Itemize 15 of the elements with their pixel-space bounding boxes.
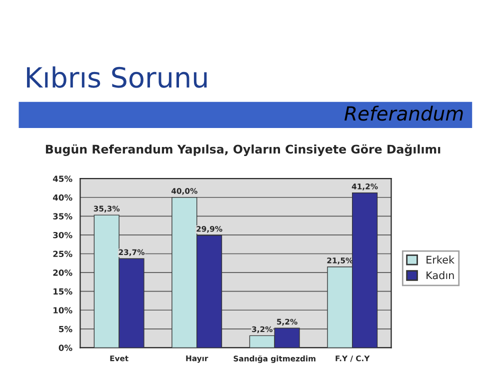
y-tick-label: 10% [54, 307, 72, 314]
text: Referandum [344, 106, 463, 121]
y-tick-label: 25% [53, 250, 72, 258]
chart-title: Bugün Referandum Yapılsa, Oyların Cinsiyete Göre Dağılımı [46, 144, 440, 156]
y-tick-label: 45% [52, 176, 72, 182]
y-tick-label: 30% [53, 232, 72, 238]
y-tick-label: 35% [53, 213, 72, 220]
legend-label: Kadın [426, 271, 454, 280]
y-tick-label: 40% [52, 194, 72, 201]
y-tick-label: 15% [54, 288, 72, 295]
y-tick-label: 20% [53, 270, 72, 276]
legend-label: Erkek [426, 256, 455, 264]
y-tick-label: 5% [59, 326, 72, 332]
text: Kıbrıs Sorunu [27, 66, 207, 88]
y-tick-label: 0% [58, 344, 72, 351]
